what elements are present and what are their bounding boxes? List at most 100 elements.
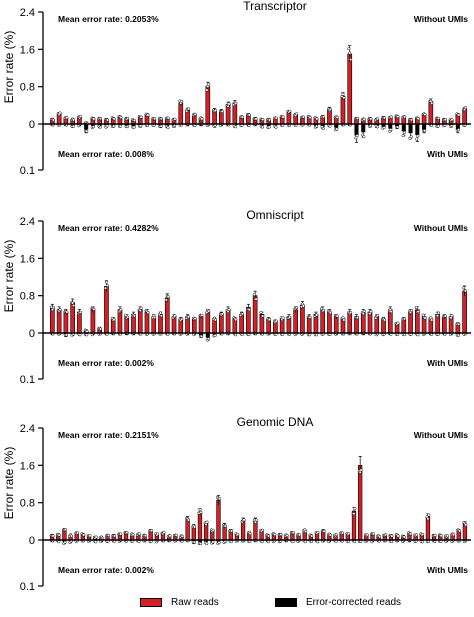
legend-item-error-corrected-reads: Error-corrected reads	[275, 597, 401, 608]
raw-point	[342, 96, 346, 100]
raw-bar	[462, 108, 467, 125]
y-axis-label: Error rate (%)	[2, 31, 16, 104]
corrected-point	[274, 125, 278, 129]
raw-point	[240, 312, 245, 316]
panel-omniscript: Omniscript 2.4 1.6 0.8 0 0.1 Error rate (%) Mea…	[2, 208, 471, 386]
raw-point	[112, 318, 116, 322]
raw-point	[427, 513, 431, 517]
y-tick-label: 0	[29, 328, 35, 340]
raw-point	[186, 107, 190, 111]
raw-point	[416, 117, 420, 121]
raw-point	[159, 314, 163, 318]
raw-point	[211, 528, 215, 532]
corrected-point	[119, 124, 123, 128]
raw-bar	[293, 309, 298, 334]
raw-bar	[442, 316, 447, 334]
raw-point	[153, 315, 157, 319]
raw-point	[137, 532, 141, 536]
raw-point	[156, 532, 160, 536]
raw-point	[173, 117, 177, 121]
raw-point	[353, 507, 357, 511]
raw-bar	[198, 316, 204, 334]
raw-point	[355, 316, 359, 320]
y-tick-label: 0.8	[20, 498, 35, 510]
without-umis-label: Without UMIs	[414, 430, 468, 440]
raw-bar	[462, 290, 467, 334]
raw-point	[409, 308, 414, 313]
raw-point	[267, 318, 272, 322]
corrected-point	[389, 128, 393, 132]
corrected-point	[85, 333, 89, 337]
without-umis-label: Without UMIs	[414, 14, 468, 24]
raw-point	[315, 313, 319, 317]
raw-point	[71, 301, 75, 305]
corrected-point	[229, 540, 233, 544]
corrected-point	[98, 125, 102, 129]
raw-point	[236, 532, 240, 537]
mean-error-rate-raw: Mean error rate: 0.2151%	[58, 430, 159, 440]
corrected-point	[112, 124, 116, 128]
raw-point	[285, 534, 289, 538]
raw-bar	[300, 304, 305, 334]
raw-point	[451, 533, 456, 537]
raw-point	[304, 529, 308, 534]
y-tick-label: 2.4	[20, 216, 35, 228]
raw-point	[355, 116, 359, 120]
raw-point	[396, 534, 400, 538]
raw-point	[463, 289, 468, 293]
raw-point	[348, 51, 352, 55]
raw-point	[139, 306, 143, 310]
raw-bar	[347, 53, 353, 125]
raw-point	[158, 311, 163, 315]
raw-point	[65, 310, 69, 314]
corrected-bar	[216, 540, 221, 542]
raw-bar	[347, 311, 353, 334]
corrected-point	[402, 333, 406, 337]
corrected-point	[409, 135, 413, 139]
raw-point	[105, 118, 109, 122]
raw-point	[328, 311, 332, 315]
raw-point	[322, 529, 326, 533]
raw-bar	[421, 114, 427, 125]
raw-point	[423, 316, 427, 320]
raw-point	[220, 109, 224, 113]
raw-point	[69, 534, 74, 538]
corrected-point	[206, 337, 210, 341]
raw-point	[132, 314, 136, 318]
raw-point	[180, 99, 184, 104]
corrected-point	[63, 540, 67, 544]
y-tick-label: 0.1	[20, 374, 35, 386]
raw-point	[217, 497, 221, 501]
y-tick-label: 0	[29, 119, 35, 131]
raw-bar	[219, 314, 224, 334]
raw-point	[295, 306, 299, 310]
raw-point	[227, 102, 231, 106]
raw-point	[131, 533, 135, 537]
raw-bar	[401, 318, 407, 334]
raw-bar	[239, 314, 244, 334]
raw-point	[457, 322, 461, 326]
corrected-point	[266, 540, 270, 544]
raw-point	[199, 510, 203, 514]
raw-point	[403, 115, 407, 119]
raw-point	[423, 112, 427, 117]
mean-error-rate-corrected: Mean error rate: 0.002%	[58, 565, 154, 575]
raw-point	[261, 117, 265, 122]
raw-point	[247, 308, 251, 312]
raw-point	[92, 117, 96, 121]
raw-bar	[279, 318, 285, 334]
raw-bar	[197, 511, 203, 541]
raw-point	[230, 529, 234, 533]
raw-point	[274, 116, 278, 120]
legend-label-raw-reads: Raw reads	[171, 597, 219, 608]
raw-bar	[408, 311, 413, 334]
raw-point	[112, 117, 116, 121]
corrected-point	[456, 333, 461, 337]
raw-point	[180, 317, 184, 321]
y-tick-label: 0.8	[20, 291, 35, 303]
corrected-point	[159, 124, 163, 128]
raw-bar	[286, 112, 292, 125]
raw-point	[164, 298, 168, 302]
raw-point	[445, 534, 449, 538]
